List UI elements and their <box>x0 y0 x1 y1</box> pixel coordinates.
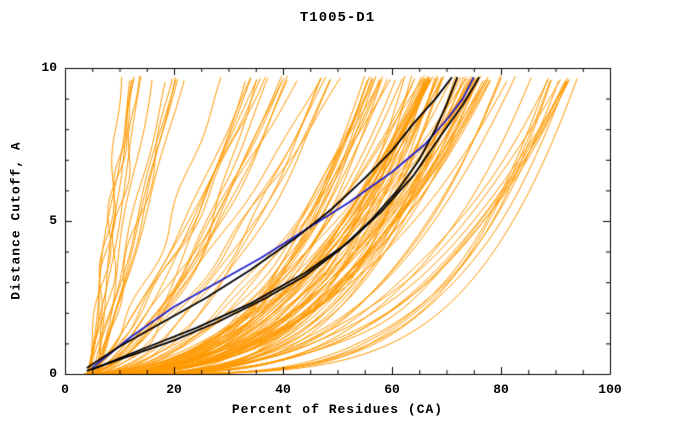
x-axis-label: Percent of Residues (CA) <box>231 402 444 417</box>
x-tick-label: 20 <box>166 382 182 397</box>
chart-title: T1005-D1 <box>299 10 376 26</box>
x-tick-label: 0 <box>61 382 69 397</box>
y-tick-label: 5 <box>49 213 57 228</box>
x-tick-label: 60 <box>384 382 400 397</box>
y-tick-label: 0 <box>49 366 57 381</box>
x-tick-label: 100 <box>598 382 622 397</box>
y-tick-label: 10 <box>41 60 57 75</box>
x-tick-label: 80 <box>493 382 509 397</box>
x-tick-label: 40 <box>275 382 291 397</box>
